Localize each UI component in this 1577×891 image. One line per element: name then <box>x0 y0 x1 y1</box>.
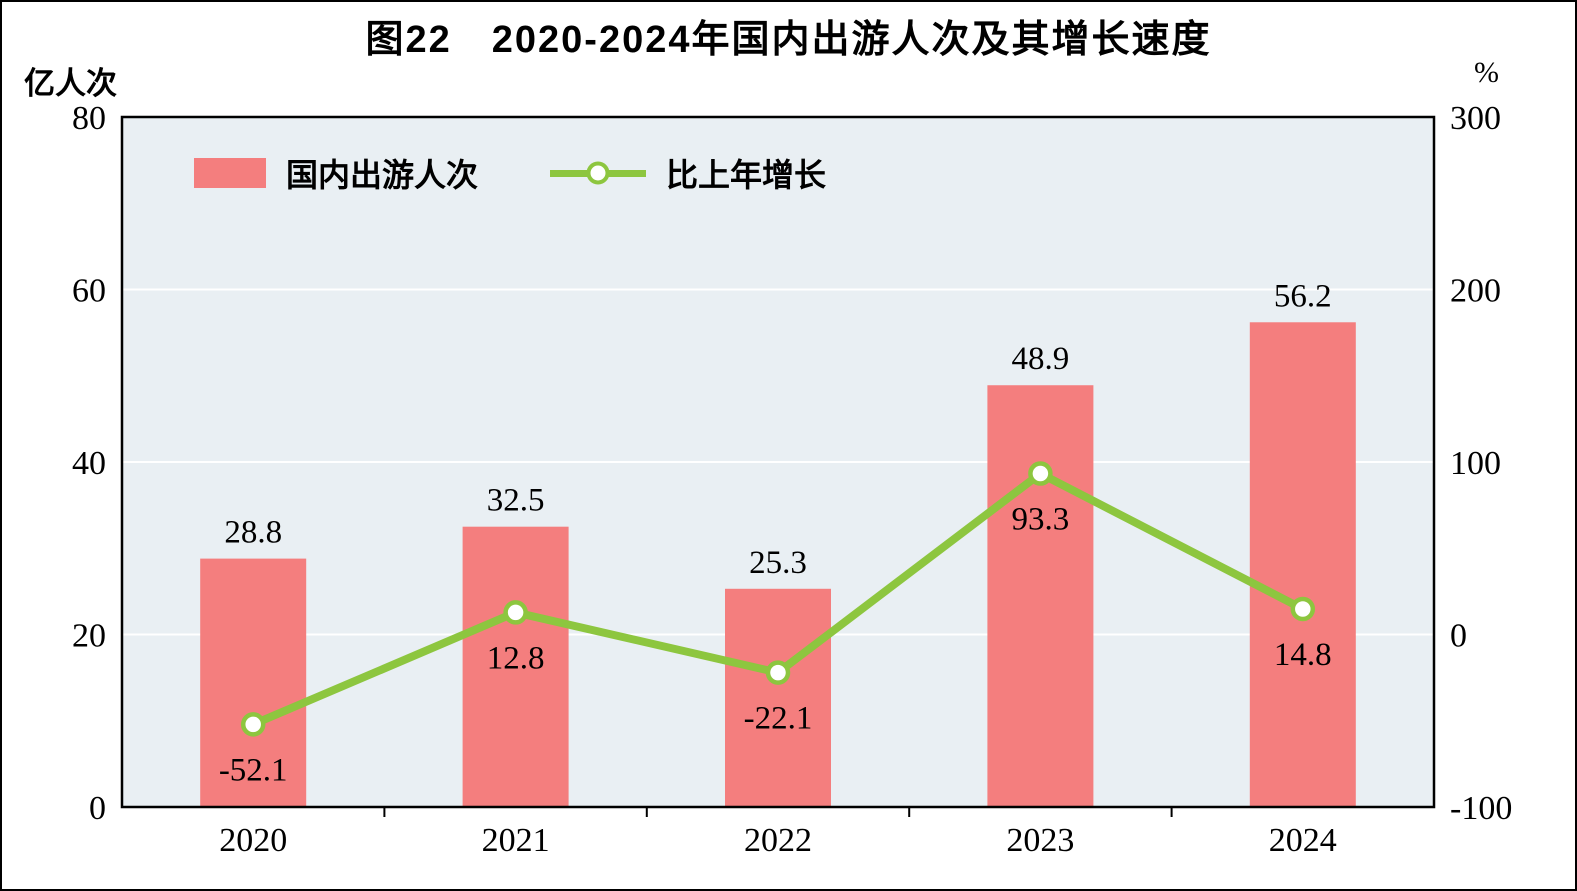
bar-series-swatch <box>194 158 266 188</box>
bar-value-label-2021: 32.5 <box>487 483 545 519</box>
right-axis-tick-label: 0 <box>1450 618 1467 655</box>
x-axis-category-label-2022: 2022 <box>744 822 812 859</box>
x-axis-category-label-2020: 2020 <box>219 822 287 859</box>
line-value-label-2022: -22.1 <box>744 701 813 737</box>
right-axis-tick-label: 300 <box>1450 100 1501 137</box>
left-axis-tick-label: 0 <box>89 790 106 827</box>
line-value-label-2020: -52.1 <box>219 752 288 788</box>
legend-item-bar-series: 国内出游人次 <box>194 150 478 196</box>
line-marker-2023 <box>1028 461 1053 486</box>
bar-value-label-2020: 28.8 <box>224 515 282 551</box>
plot-border <box>120 115 1436 809</box>
line-marker-2022 <box>765 660 791 685</box>
left-axis-unit-label: 亿人次 <box>24 66 117 101</box>
left-axis-tick-label: 20 <box>72 618 106 655</box>
bar-2023 <box>987 385 1094 807</box>
line-value-label-2021: 12.8 <box>487 640 545 676</box>
bar-2022 <box>725 588 831 807</box>
legend-item-line-series: 比上年增长 <box>550 150 826 196</box>
line-marker-2020 <box>240 712 266 737</box>
bar-value-label-2022: 25.3 <box>749 545 807 581</box>
line-value-label-2024: 14.8 <box>1274 637 1332 673</box>
legend: 国内出游人次 比上年增长 <box>194 150 826 196</box>
right-axis-tick-label: 200 <box>1450 273 1501 310</box>
x-axis-category-label-2023: 2023 <box>1006 822 1074 859</box>
left-axis-tick-label: 60 <box>72 273 106 310</box>
chart-title: 图22 2020-2024年国内出游人次及其增长速度 <box>365 19 1212 61</box>
bar-value-label-2024: 56.2 <box>1274 278 1332 314</box>
bar-2020 <box>200 558 307 807</box>
line-marker-2024 <box>1290 596 1316 622</box>
legend-label-bar-series: 国内出游人次 <box>286 157 479 193</box>
line-series-swatch <box>550 161 647 185</box>
line-series-marker-icon <box>586 161 610 185</box>
right-axis-unit-label: % <box>1474 56 1499 89</box>
x-axis-category-label-2021: 2021 <box>482 822 550 859</box>
legend-label-line-series: 比上年增长 <box>666 157 827 193</box>
bar-value-label-2023: 48.9 <box>1012 341 1070 377</box>
left-axis-tick-label: 40 <box>72 445 106 482</box>
left-axis-tick-label: 80 <box>72 100 106 137</box>
bar-2024 <box>1249 322 1356 807</box>
line-marker-2021 <box>503 600 528 625</box>
line-value-label-2023: 93.3 <box>1012 502 1070 538</box>
right-axis-tick-label: 100 <box>1450 445 1501 482</box>
bar-2021 <box>462 526 569 807</box>
right-axis-tick-label: -100 <box>1450 790 1512 827</box>
x-axis-category-label-2024: 2024 <box>1269 822 1337 859</box>
